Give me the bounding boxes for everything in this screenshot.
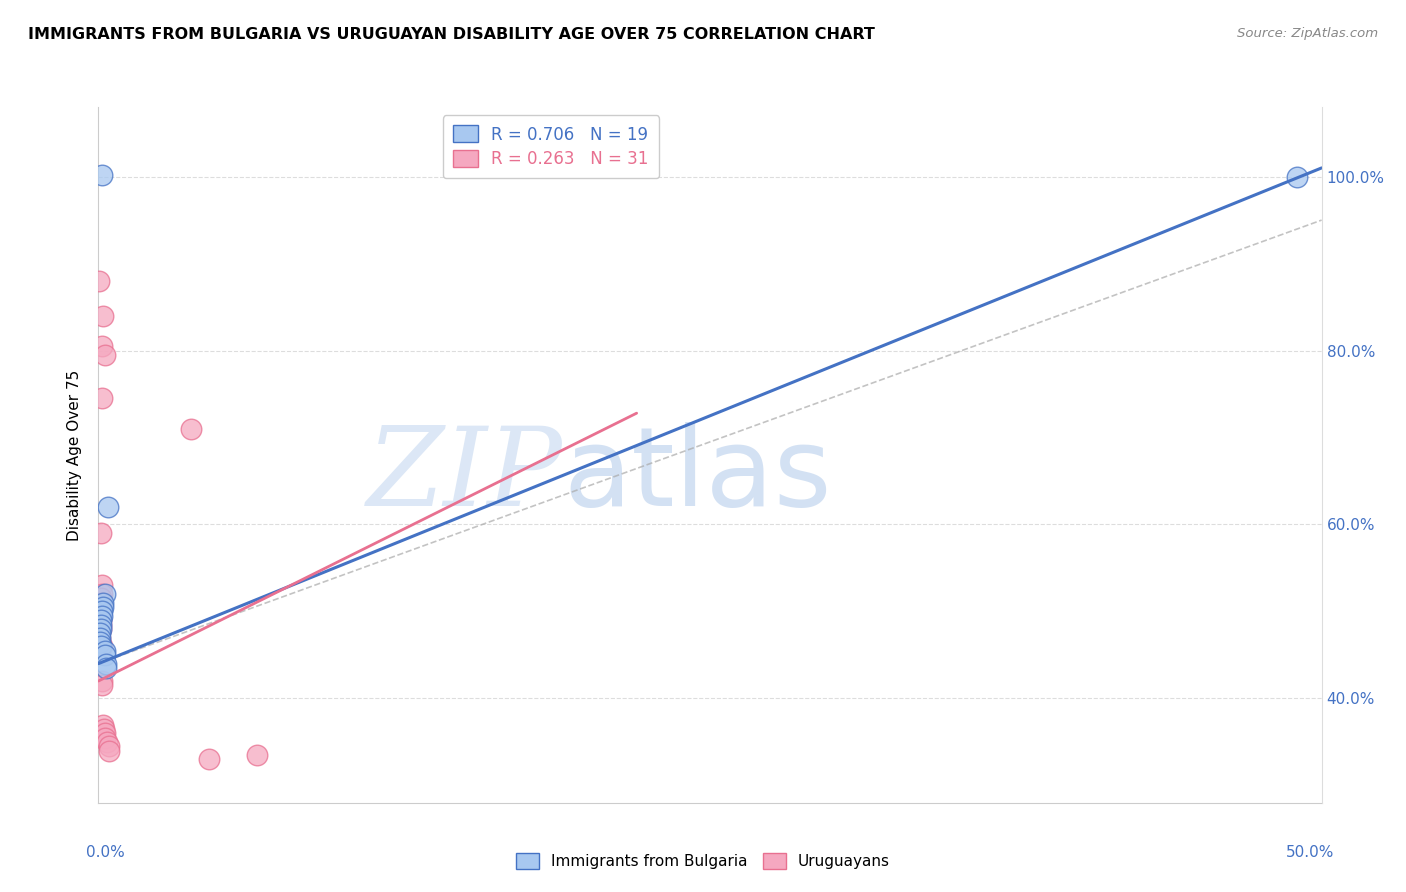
Point <box>197 752 219 766</box>
Point <box>94 661 117 675</box>
Point <box>90 622 112 636</box>
Point <box>91 600 114 615</box>
Point <box>90 613 112 627</box>
Point <box>93 722 115 736</box>
Point <box>90 639 112 653</box>
Point <box>93 643 115 657</box>
Point <box>96 735 118 749</box>
Point <box>90 526 112 541</box>
Point <box>90 617 112 632</box>
Point <box>91 168 114 182</box>
Point <box>1286 169 1309 184</box>
Point <box>90 613 112 627</box>
Point <box>93 587 115 601</box>
Text: atlas: atlas <box>564 422 832 529</box>
Point <box>91 578 114 592</box>
Point <box>91 587 114 601</box>
Legend: Immigrants from Bulgaria, Uruguayans: Immigrants from Bulgaria, Uruguayans <box>510 847 896 875</box>
Point <box>94 348 117 362</box>
Point <box>89 626 111 640</box>
Point <box>89 605 111 619</box>
Text: Source: ZipAtlas.com: Source: ZipAtlas.com <box>1237 27 1378 40</box>
Text: 0.0%: 0.0% <box>86 845 125 860</box>
Point <box>90 392 112 406</box>
Y-axis label: Disability Age Over 75: Disability Age Over 75 <box>67 369 83 541</box>
Point <box>94 648 117 662</box>
Point <box>89 274 111 288</box>
Text: IMMIGRANTS FROM BULGARIA VS URUGUAYAN DISABILITY AGE OVER 75 CORRELATION CHART: IMMIGRANTS FROM BULGARIA VS URUGUAYAN DI… <box>28 27 875 42</box>
Point <box>93 726 115 740</box>
Point <box>90 339 112 353</box>
Point <box>97 744 120 758</box>
Point <box>90 596 112 610</box>
Point <box>90 600 112 615</box>
Point <box>97 739 120 754</box>
Text: ZIP: ZIP <box>367 422 564 530</box>
Point <box>91 596 114 610</box>
Point <box>91 678 114 692</box>
Point <box>89 631 111 645</box>
Point <box>94 731 117 745</box>
Point <box>91 605 114 619</box>
Point <box>89 635 111 649</box>
Point <box>180 422 202 436</box>
Point <box>89 631 111 645</box>
Point <box>246 747 269 762</box>
Point <box>91 639 114 653</box>
Point <box>94 657 117 671</box>
Point <box>91 608 114 623</box>
Point <box>91 674 114 689</box>
Point <box>91 717 114 731</box>
Point <box>97 500 120 514</box>
Point <box>90 622 112 636</box>
Point <box>91 309 114 323</box>
Legend: R = 0.706   N = 19, R = 0.263   N = 31: R = 0.706 N = 19, R = 0.263 N = 31 <box>443 115 659 178</box>
Point <box>89 635 111 649</box>
Text: 50.0%: 50.0% <box>1285 845 1334 860</box>
Point <box>90 591 112 606</box>
Point <box>90 617 112 632</box>
Point <box>89 608 111 623</box>
